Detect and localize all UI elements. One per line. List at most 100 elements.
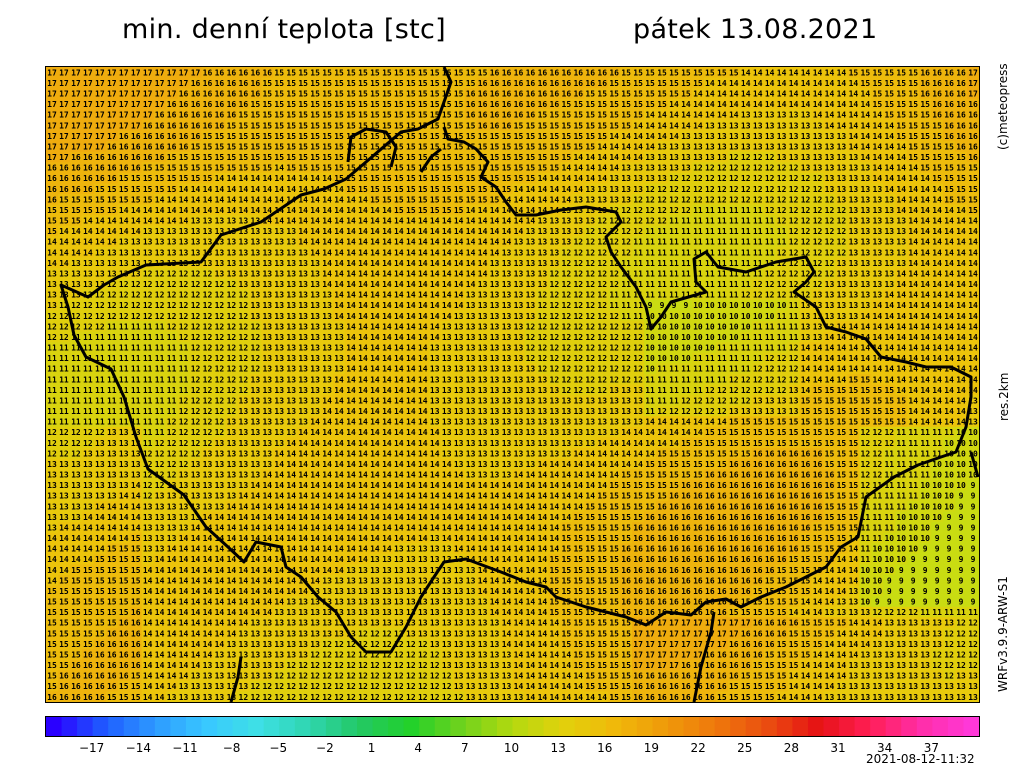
grid-cell	[69, 77, 83, 89]
grid-cell	[117, 98, 131, 110]
grid-cell	[368, 98, 382, 110]
grid-cell	[153, 67, 167, 79]
grid-cell	[955, 88, 968, 100]
grid-cell	[225, 67, 238, 79]
grid-cell	[273, 67, 286, 79]
grid-cell	[273, 109, 286, 121]
grid-value: 14	[681, 100, 691, 109]
grid-cell	[321, 77, 334, 89]
grid-cell	[835, 109, 848, 121]
grid-cell	[428, 88, 442, 100]
grid-value: 17	[95, 68, 105, 77]
grid-cell	[608, 77, 621, 89]
grid-cell	[883, 109, 896, 121]
grid-cell	[500, 109, 513, 121]
grid-cell	[943, 88, 956, 100]
grid-cell	[249, 130, 262, 142]
grid-value: 17	[119, 100, 129, 109]
grid-value: 14	[825, 79, 835, 88]
grid-cell	[931, 98, 944, 110]
grid-cell	[297, 119, 310, 131]
grid-value: 16	[239, 68, 249, 77]
grid-cell	[368, 119, 382, 131]
grid-cell	[847, 98, 860, 110]
grid-value: 15	[274, 68, 284, 77]
grid-cell	[141, 119, 155, 131]
grid-cell	[416, 67, 430, 79]
grid-cell	[512, 88, 525, 100]
grid-cell	[273, 77, 286, 89]
grid-value: 16	[239, 100, 249, 109]
grid-value: 15	[430, 68, 440, 77]
grid-cell	[656, 77, 669, 89]
grid-value: 15	[334, 90, 344, 99]
grid-cell	[512, 109, 525, 121]
grid-cell	[404, 98, 418, 110]
grid-cell	[751, 98, 765, 110]
grid-value: 16	[538, 68, 548, 77]
grid-value: 16	[573, 68, 583, 77]
grid-cell	[189, 130, 202, 142]
grid-value: 16	[203, 90, 213, 99]
grid-value: 17	[47, 100, 57, 109]
grid-cell	[488, 77, 502, 89]
grid-cell	[81, 98, 95, 110]
grid-cell	[476, 77, 490, 89]
grid-value: 16	[502, 90, 512, 99]
grid-cell	[309, 98, 322, 110]
grid-value: 15	[334, 68, 344, 77]
grid-cell	[931, 109, 944, 121]
grid-cell	[452, 98, 466, 110]
grid-cell	[823, 77, 836, 89]
grid-cell	[500, 119, 513, 131]
grid-cell	[907, 98, 920, 110]
grid-cell	[249, 88, 262, 100]
grid-value: 15	[657, 79, 667, 88]
grid-value: 16	[562, 79, 572, 88]
grid-cell	[608, 67, 621, 79]
grid-value: 15	[621, 68, 631, 77]
grid-cell	[177, 98, 191, 110]
grid-value: 16	[538, 90, 548, 99]
grid-cell	[512, 98, 525, 110]
grid-cell	[656, 67, 669, 79]
grid-value: 16	[562, 68, 572, 77]
grid-cell	[883, 67, 896, 79]
grid-cell	[919, 77, 932, 89]
grid-value: 16	[251, 68, 261, 77]
grid-cell	[763, 77, 777, 89]
grid-cell	[249, 77, 262, 89]
grid-cell	[739, 98, 753, 110]
grid-value: 15	[251, 100, 261, 109]
grid-cell	[632, 67, 645, 79]
grid-value: 17	[968, 68, 978, 77]
grid-cell	[859, 67, 872, 79]
grid-cell	[404, 119, 418, 131]
grid-cell	[512, 67, 525, 79]
grid-value: 14	[705, 90, 715, 99]
grid-cell	[416, 77, 430, 89]
grid-cell	[751, 77, 765, 89]
grid-value: 16	[526, 79, 536, 88]
grid-value: 15	[310, 79, 320, 88]
grid-cell	[93, 77, 107, 89]
grid-cell	[727, 77, 741, 89]
grid-cell	[464, 98, 478, 110]
grid-cell	[955, 109, 968, 121]
grid-cell	[46, 88, 59, 100]
grid-value: 15	[597, 100, 607, 109]
grid-cell	[416, 109, 430, 121]
grid-value: 14	[741, 90, 751, 99]
grid-value: 17	[143, 90, 153, 99]
grid-cell	[333, 109, 346, 121]
grid-cell	[333, 88, 346, 100]
grid-cell	[847, 109, 860, 121]
grid-cell	[345, 67, 358, 79]
grid-cell	[153, 109, 167, 121]
grid-value: 15	[633, 100, 643, 109]
grid-value: 15	[884, 100, 894, 109]
grid-value: 17	[83, 79, 93, 88]
grid-value: 15	[430, 90, 440, 99]
grid-cell	[560, 88, 573, 100]
grid-cell	[177, 130, 191, 142]
